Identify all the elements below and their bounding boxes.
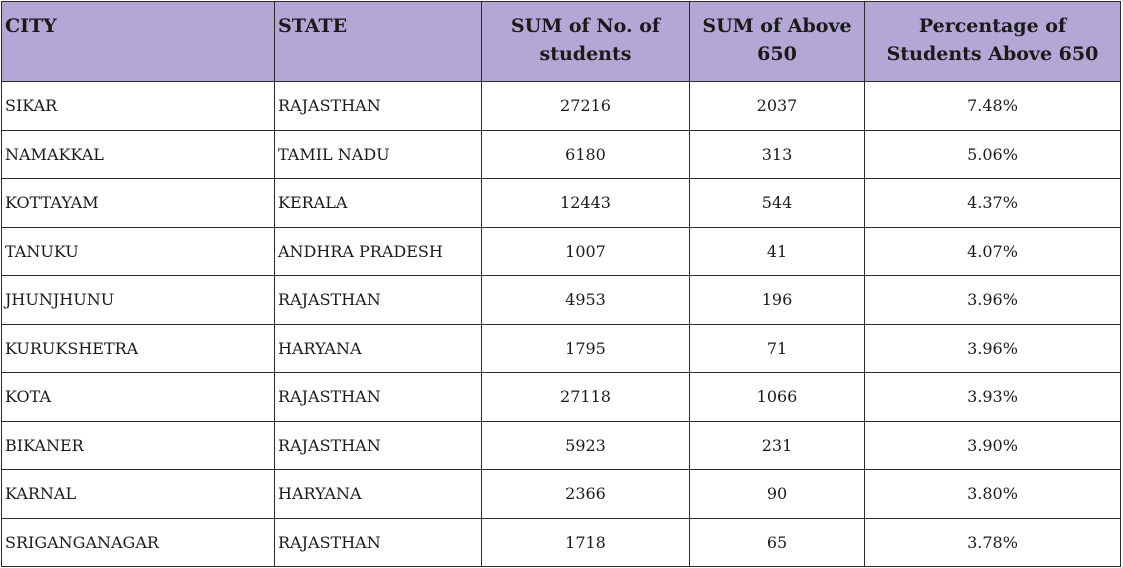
table-row: KOTA RAJASTHAN 27118 1066 3.93%: [1, 372, 1121, 422]
table-row: NAMAKKAL TAMIL NADU 6180 313 5.06%: [1, 129, 1121, 179]
cell-sum-above-650[interactable]: 41: [689, 226, 865, 276]
cell-city[interactable]: NAMAKKAL: [1, 129, 275, 179]
cell-sum-students[interactable]: 27118: [481, 372, 690, 422]
cell-sum-students[interactable]: 6180: [481, 129, 690, 179]
cell-percentage[interactable]: 3.96%: [864, 275, 1121, 325]
table-row: JHUNJHUNU RAJASTHAN 4953 196 3.96%: [1, 275, 1121, 325]
cell-state[interactable]: ANDHRA PRADESH: [274, 226, 482, 276]
table-row: SRIGANGANAGAR RAJASTHAN 1718 65 3.78%: [1, 517, 1121, 567]
header-city[interactable]: CITY: [1, 1, 275, 82]
cell-sum-students[interactable]: 2366: [481, 469, 690, 519]
cell-percentage[interactable]: 3.93%: [864, 372, 1121, 422]
cell-sum-above-650[interactable]: 1066: [689, 372, 865, 422]
cell-percentage[interactable]: 4.37%: [864, 178, 1121, 228]
cell-sum-students[interactable]: 4953: [481, 275, 690, 325]
cell-sum-above-650[interactable]: 65: [689, 517, 865, 567]
cell-percentage[interactable]: 4.07%: [864, 226, 1121, 276]
cell-sum-above-650[interactable]: 313: [689, 129, 865, 179]
cell-city[interactable]: KOTA: [1, 372, 275, 422]
cell-percentage[interactable]: 3.78%: [864, 517, 1121, 567]
cell-state[interactable]: HARYANA: [274, 469, 482, 519]
cell-city[interactable]: KARNAL: [1, 469, 275, 519]
cell-sum-above-650[interactable]: 71: [689, 323, 865, 373]
cell-sum-above-650[interactable]: 196: [689, 275, 865, 325]
cell-city[interactable]: BIKANER: [1, 420, 275, 470]
cell-percentage[interactable]: 5.06%: [864, 129, 1121, 179]
cell-city[interactable]: SRIGANGANAGAR: [1, 517, 275, 567]
cell-sum-above-650[interactable]: 90: [689, 469, 865, 519]
cell-percentage[interactable]: 3.96%: [864, 323, 1121, 373]
cell-sum-students[interactable]: 1795: [481, 323, 690, 373]
cell-city[interactable]: JHUNJHUNU: [1, 275, 275, 325]
cell-sum-above-650[interactable]: 544: [689, 178, 865, 228]
table-row: KARNAL HARYANA 2366 90 3.80%: [1, 469, 1121, 519]
cell-state[interactable]: HARYANA: [274, 323, 482, 373]
cell-state[interactable]: TAMIL NADU: [274, 129, 482, 179]
header-percentage[interactable]: Percentage of Students Above 650: [864, 1, 1121, 82]
cell-sum-students[interactable]: 1007: [481, 226, 690, 276]
cell-state[interactable]: RAJASTHAN: [274, 275, 482, 325]
cell-sum-students[interactable]: 5923: [481, 420, 690, 470]
cell-state[interactable]: RAJASTHAN: [274, 81, 482, 131]
table-row: KOTTAYAM KERALA 12443 544 4.37%: [1, 178, 1121, 228]
cell-city[interactable]: TANUKU: [1, 226, 275, 276]
cell-state[interactable]: KERALA: [274, 178, 482, 228]
cell-sum-students[interactable]: 1718: [481, 517, 690, 567]
cell-state[interactable]: RAJASTHAN: [274, 420, 482, 470]
cell-sum-students[interactable]: 27216: [481, 81, 690, 131]
cell-percentage[interactable]: 3.80%: [864, 469, 1121, 519]
header-row: CITY STATE SUM of No. of students SUM of…: [1, 1, 1121, 82]
cell-city[interactable]: SIKAR: [1, 81, 275, 131]
cell-state[interactable]: RAJASTHAN: [274, 372, 482, 422]
cell-sum-students[interactable]: 12443: [481, 178, 690, 228]
header-sum-students[interactable]: SUM of No. of students: [481, 1, 690, 82]
cell-city[interactable]: KURUKSHETRA: [1, 323, 275, 373]
cell-percentage[interactable]: 3.90%: [864, 420, 1121, 470]
table-row: TANUKU ANDHRA PRADESH 1007 41 4.07%: [1, 226, 1121, 276]
header-sum-above-650[interactable]: SUM of Above 650: [689, 1, 865, 82]
cell-city[interactable]: KOTTAYAM: [1, 178, 275, 228]
cell-percentage[interactable]: 7.48%: [864, 81, 1121, 131]
cell-sum-above-650[interactable]: 2037: [689, 81, 865, 131]
cell-state[interactable]: RAJASTHAN: [274, 517, 482, 567]
table-row: KURUKSHETRA HARYANA 1795 71 3.96%: [1, 323, 1121, 373]
table-row: BIKANER RAJASTHAN 5923 231 3.90%: [1, 420, 1121, 470]
cell-sum-above-650[interactable]: 231: [689, 420, 865, 470]
header-state[interactable]: STATE: [274, 1, 482, 82]
table-row: SIKAR RAJASTHAN 27216 2037 7.48%: [1, 81, 1121, 131]
